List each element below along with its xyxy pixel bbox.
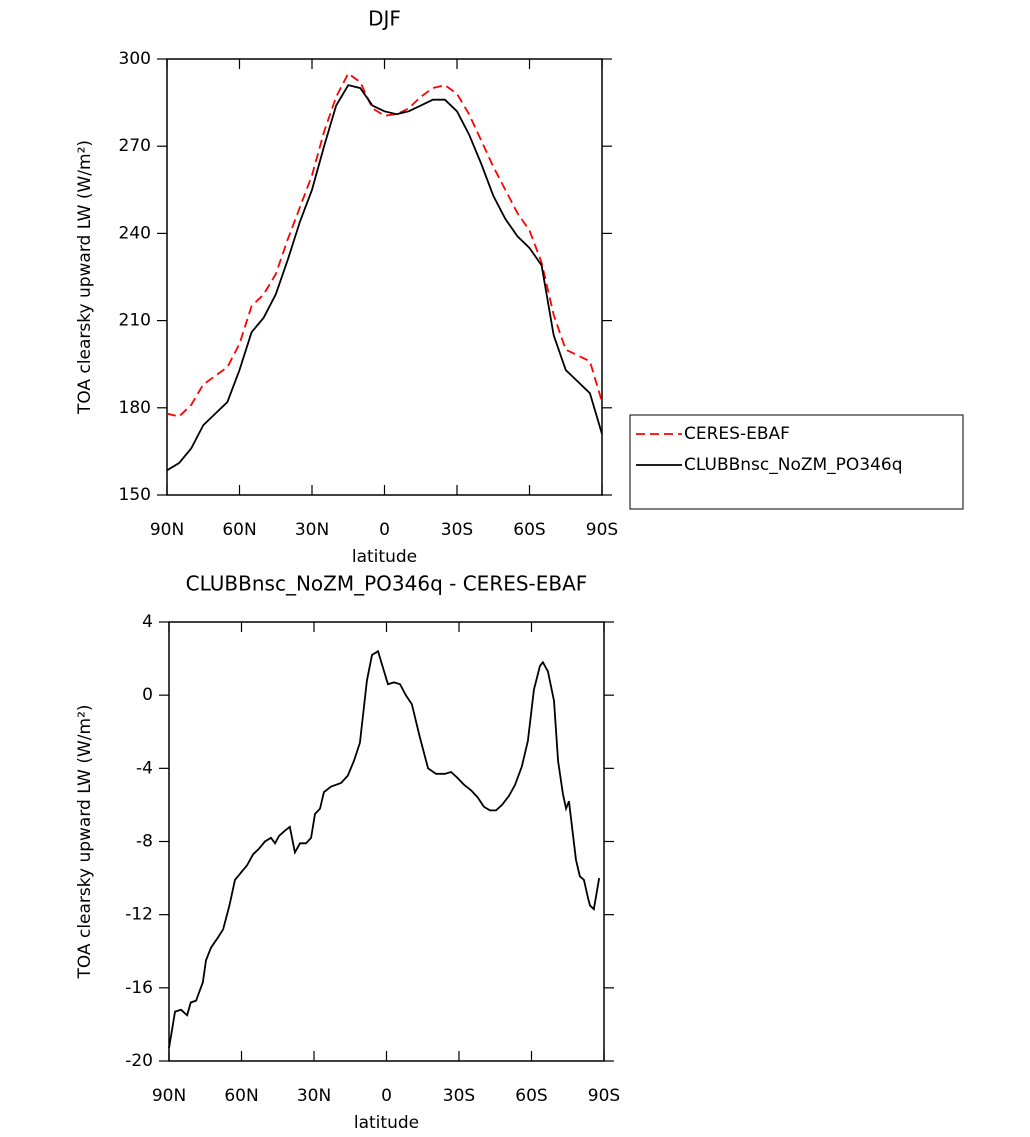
x-tick-label: 0 bbox=[379, 520, 390, 540]
y-tick-label: 180 bbox=[119, 398, 151, 418]
y-tick-label: -8 bbox=[136, 832, 153, 852]
x-tick-label: 60S bbox=[515, 1086, 547, 1106]
plot-frame bbox=[166, 58, 603, 496]
data-line bbox=[166, 72, 603, 418]
legend-label: CLUBBnsc_NoZM_PO346q bbox=[684, 455, 903, 475]
y-axis-label: TOA clearsky upward LW (W/m²) bbox=[75, 704, 95, 979]
y-tick-label: -16 bbox=[125, 978, 153, 998]
data-line bbox=[166, 84, 603, 472]
x-tick-label: 60N bbox=[222, 520, 256, 540]
chart-title: CLUBBnsc_NoZM_PO346q - CERES-EBAF bbox=[186, 572, 588, 596]
data-line bbox=[168, 649, 601, 1049]
y-tick-label: -20 bbox=[125, 1051, 153, 1071]
y-tick-label: 240 bbox=[119, 223, 151, 243]
y-tick-label: 0 bbox=[142, 685, 153, 705]
x-tick-label: 30N bbox=[295, 520, 329, 540]
y-tick-label: 150 bbox=[119, 485, 151, 505]
legend-label: CERES-EBAF bbox=[684, 424, 790, 444]
chart-title: DJF bbox=[368, 7, 401, 31]
x-tick-label: 30N bbox=[297, 1086, 331, 1106]
x-axis-label: latitude bbox=[352, 547, 417, 567]
y-tick-label: 4 bbox=[142, 612, 153, 632]
y-tick-label: 270 bbox=[119, 136, 151, 156]
x-tick-label: 90N bbox=[152, 1086, 186, 1106]
y-axis-label: TOA clearsky upward LW (W/m²) bbox=[75, 140, 95, 415]
plot-frame bbox=[168, 621, 605, 1062]
x-tick-label: 90N bbox=[150, 520, 184, 540]
x-tick-label: 30S bbox=[441, 520, 473, 540]
y-tick-label: -4 bbox=[136, 758, 153, 778]
x-axis-label: latitude bbox=[354, 1113, 419, 1133]
x-tick-label: 60N bbox=[224, 1086, 258, 1106]
y-tick-label: 300 bbox=[119, 49, 151, 69]
x-tick-label: 0 bbox=[381, 1086, 392, 1106]
legend-box bbox=[629, 414, 964, 510]
x-tick-label: 60S bbox=[513, 520, 545, 540]
y-tick-label: 210 bbox=[119, 311, 151, 331]
x-tick-label: 30S bbox=[443, 1086, 475, 1106]
x-tick-label: 90S bbox=[588, 1086, 620, 1106]
x-tick-label: 90S bbox=[586, 520, 618, 540]
y-tick-label: -12 bbox=[125, 905, 153, 925]
